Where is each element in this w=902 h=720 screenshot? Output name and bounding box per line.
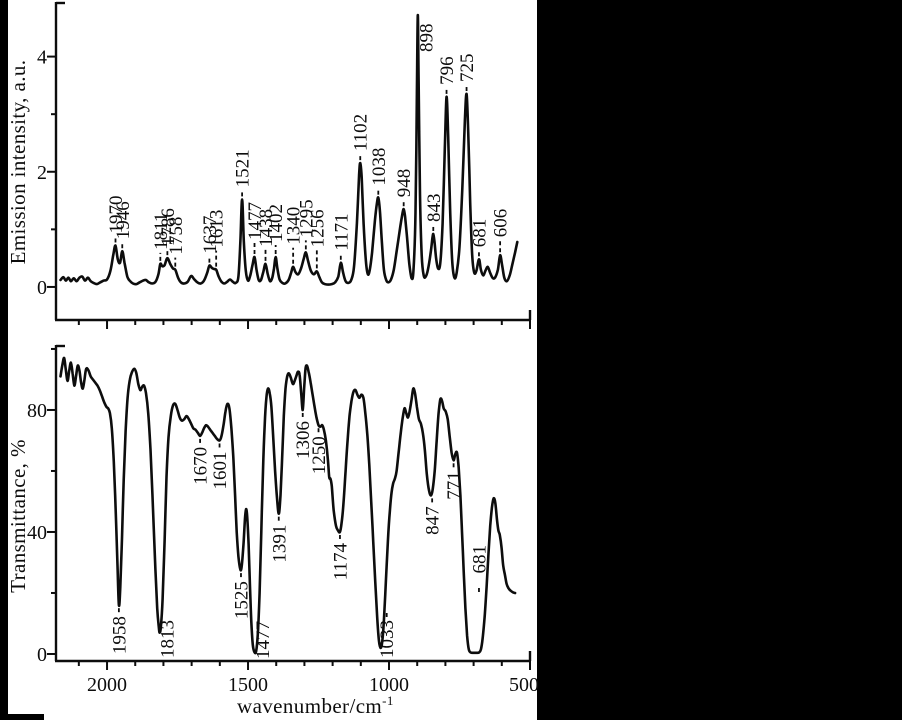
emission-peak-label: 1786 — [158, 208, 179, 246]
emission-peak-label: 1295 — [296, 199, 317, 237]
transmittance-dip-label: 1477 — [253, 621, 274, 659]
emission-peak-label: 1171 — [331, 213, 352, 250]
emission-y-axis-title: Emission intensity, a.u. — [6, 60, 30, 265]
emission-peak-label: 1438 — [256, 209, 277, 247]
transmittance-curve — [59, 356, 517, 655]
y-tick-label: 0 — [37, 644, 47, 666]
y-tick-label: 0 — [37, 277, 47, 299]
emission-peak-label: 1477 — [245, 202, 266, 240]
transmittance-dip-label: 1174 — [330, 542, 351, 580]
emission-peak-label: 1613 — [207, 210, 228, 248]
transmittance-dip-label: 681 — [469, 545, 490, 574]
emission-peak-label: 1402 — [266, 204, 287, 242]
emission-peak-label: 796 — [437, 56, 458, 85]
emission-peak-label: 1102 — [351, 114, 372, 151]
x-axis-title: wavenumber/cm-1 — [237, 693, 394, 718]
transmittance-dip-label: 1033 — [377, 620, 398, 658]
emission-peak-label: 843 — [424, 193, 445, 222]
y-tick-label: 80 — [27, 400, 47, 422]
transmittance-dip-label: 1813 — [157, 620, 178, 658]
scan-artifact-bottom-left — [0, 714, 44, 720]
x-tick-label: 500 — [509, 674, 539, 696]
emission-peak-label: 725 — [457, 54, 478, 83]
emission-peak-label: 1970 — [106, 195, 127, 233]
x-tick-label: 1500 — [228, 674, 268, 696]
y-tick-label: 40 — [27, 522, 47, 544]
x-tick-label: 1000 — [369, 674, 409, 696]
emission-peak-label: 898 — [416, 24, 437, 53]
transmittance-dip-label: 1250 — [309, 436, 330, 474]
emission-peak-label: 1521 — [233, 149, 254, 187]
emission-peak-label: 1340 — [284, 207, 305, 245]
transmittance-dip-label: 1670 — [191, 447, 212, 485]
transmittance-y-axis-title: Transmittance, % — [6, 439, 30, 593]
emission-peak-label: 681 — [469, 219, 490, 248]
emission-peak-label: 1038 — [369, 148, 390, 186]
emission-peak-label: 1637 — [200, 216, 221, 254]
y-tick-label: 2 — [37, 162, 47, 184]
emission-peak-label: 1811 — [151, 213, 172, 250]
emission-peak-label: 1758 — [166, 217, 187, 255]
x-axis-title-superscript: -1 — [382, 693, 394, 708]
transmittance-dip-label: 1391 — [269, 525, 290, 563]
x-tick-label: 2000 — [87, 674, 127, 696]
y-tick-label: 4 — [37, 47, 47, 69]
emission-peak-label: 948 — [394, 169, 415, 198]
transmittance-dip-label: 771 — [444, 471, 465, 500]
emission-peak-label: 606 — [491, 209, 512, 238]
emission-curve — [59, 13, 519, 286]
x-axis-title-base: wavenumber/cm — [237, 694, 382, 718]
emission-peak-label: 1946 — [113, 201, 134, 239]
transmittance-dip-label: 1958 — [109, 616, 130, 654]
transmittance-dip-label: 1601 — [210, 451, 231, 489]
transmittance-dip-label: 1306 — [293, 421, 314, 459]
transmittance-dip-label: 1525 — [231, 581, 252, 619]
transmittance-dip-label: 847 — [423, 506, 444, 535]
emission-peak-label: 1256 — [307, 209, 328, 247]
